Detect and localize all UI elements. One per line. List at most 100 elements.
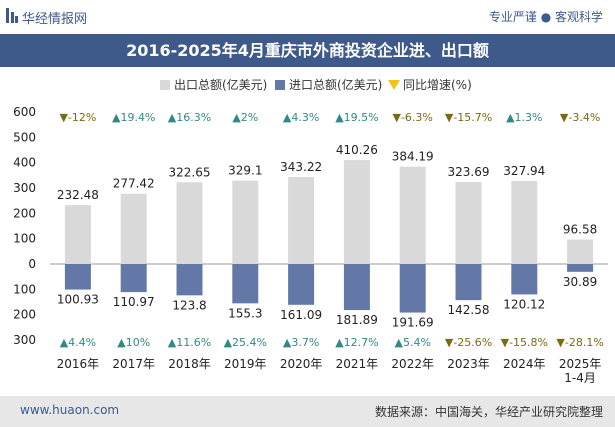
export-growth-label: ▲19.5% [335, 111, 378, 124]
y-tick-label: 400 [13, 156, 36, 170]
y-tick-label: 500 [13, 130, 36, 144]
bar-chart: 600 500 400 300 200 100 0 100 200 300 232.48 100.93… [13, 105, 608, 385]
export-bar [567, 239, 594, 264]
import-bar [455, 264, 482, 301]
data-source: 数据来源：中国海关，华经产业研究院整理 [374, 405, 603, 419]
y-tick-label: 200 [13, 206, 36, 220]
export-bar [343, 160, 370, 264]
export-value-label: 96.58 [563, 223, 597, 237]
export-bar [120, 193, 147, 264]
title-bar: 2016-2025年4月重庆市外商投资企业进、出口额 [0, 34, 615, 67]
y-tick-label: 100 [13, 282, 36, 296]
import-bar [399, 264, 426, 313]
export-value-label: 277.42 [113, 177, 155, 191]
import-bar [64, 264, 91, 290]
y-tick-label: 100 [13, 232, 36, 246]
import-value-label: 30.89 [563, 275, 597, 289]
top-bar: 华经情报网 专业严谨 ● 客观科学 [0, 0, 615, 34]
export-value-label: 384.19 [392, 150, 434, 164]
import-bar [343, 264, 370, 311]
import-growth-label: ▲12.7% [335, 336, 378, 349]
import-value-label: 100.93 [57, 293, 99, 307]
brand-name: 华经情报网 [22, 12, 88, 27]
export-bar [455, 181, 482, 264]
import-bar [120, 264, 147, 293]
export-growth-label: ▲19.4% [112, 111, 155, 124]
export-bar [232, 180, 259, 264]
export-value-label: 410.26 [336, 143, 378, 157]
import-value-label: 191.69 [392, 316, 434, 330]
export-value-label: 327.94 [503, 164, 545, 178]
export-growth-label: ▲16.3% [168, 111, 211, 124]
export-growth-label: ▼-12% [59, 111, 96, 124]
chart-legend: 出口总额(亿美元) 进口总额(亿美元) 同比增速(%) [0, 74, 615, 94]
import-bar [232, 264, 259, 304]
export-bar [176, 182, 203, 264]
import-growth-label: ▼-25.6% [445, 336, 492, 349]
import-growth-label: ▲3.7% [283, 336, 319, 349]
export-growth-label: ▼-3.4% [560, 111, 600, 124]
import-value-label: 155.3 [228, 306, 262, 320]
brand-tagline: 专业严谨 ● 客观科学 [488, 10, 603, 24]
export-growth-label: ▲2% [232, 111, 258, 124]
y-tick-label: 200 [13, 308, 36, 322]
import-value-label: 181.89 [336, 313, 378, 327]
website-link[interactable]: www.huaon.com [20, 403, 120, 417]
x-category-label: 2016年 [57, 357, 100, 371]
footer-bar: www.huaon.com 数据来源：中国海关，华经产业研究院整理 [0, 396, 615, 427]
legend-export-swatch [160, 80, 170, 90]
export-bar [511, 180, 538, 264]
import-bar [176, 264, 203, 296]
x-category-label: 2021年 [336, 357, 379, 371]
export-value-label: 329.1 [228, 164, 262, 178]
export-value-label: 323.69 [448, 165, 490, 179]
x-category-label: 1-4月 [564, 371, 596, 385]
x-category-label: 2025年 [559, 357, 602, 371]
y-tick-label: 600 [13, 105, 36, 119]
import-growth-label: ▲10% [117, 336, 150, 349]
import-value-label: 110.97 [113, 295, 155, 309]
import-bar [511, 264, 538, 295]
legend-export-label: 出口总额(亿美元) [174, 78, 268, 92]
import-bar [567, 264, 594, 272]
export-bar [399, 166, 426, 264]
import-value-label: 161.09 [280, 308, 322, 322]
y-tick-label: 0 [28, 257, 36, 271]
import-growth-label: ▼-15.8% [501, 336, 548, 349]
x-category-label: 2018年 [168, 357, 211, 371]
legend-growth: 同比增速(%) [388, 76, 472, 93]
import-growth-label: ▲11.6% [168, 336, 211, 349]
x-category-label: 2022年 [391, 357, 434, 371]
import-value-label: 123.8 [172, 298, 206, 312]
brand-logo-icon [6, 8, 18, 23]
export-value-label: 322.65 [169, 165, 211, 179]
export-value-label: 343.22 [280, 160, 322, 174]
export-value-label: 232.48 [57, 188, 99, 202]
export-bar [288, 177, 315, 264]
x-category-label: 2019年 [224, 357, 267, 371]
legend-growth-label: 同比增速(%) [403, 78, 472, 92]
import-growth-label: ▲25.4% [224, 336, 267, 349]
export-growth-label: ▲1.3% [506, 111, 542, 124]
legend-import-swatch [275, 80, 285, 90]
legend-import-label: 进口总额(亿美元) [289, 78, 383, 92]
import-growth-label: ▲4.4% [60, 336, 96, 349]
import-bar [288, 264, 315, 305]
import-growth-label: ▼-28.1% [556, 336, 603, 349]
x-category-label: 2023年 [447, 357, 490, 371]
import-value-label: 120.12 [503, 297, 545, 311]
import-growth-label: ▲5.4% [394, 336, 430, 349]
x-category-label: 2017年 [112, 357, 155, 371]
export-growth-label: ▼-15.7% [445, 111, 492, 124]
chart-title: 2016-2025年4月重庆市外商投资企业进、出口额 [126, 41, 489, 60]
import-value-label: 142.58 [448, 303, 490, 317]
export-growth-label: ▲4.3% [283, 111, 319, 124]
legend-export: 出口总额(亿美元) [160, 76, 267, 93]
export-growth-label: ▼-6.3% [393, 111, 433, 124]
x-category-label: 2024年 [503, 357, 546, 371]
export-bar [64, 205, 91, 264]
y-tick-label: 300 [13, 181, 36, 195]
y-tick-label: 300 [13, 333, 36, 347]
legend-import: 进口总额(亿美元) [275, 76, 382, 93]
legend-growth-triangle-icon [388, 80, 400, 90]
